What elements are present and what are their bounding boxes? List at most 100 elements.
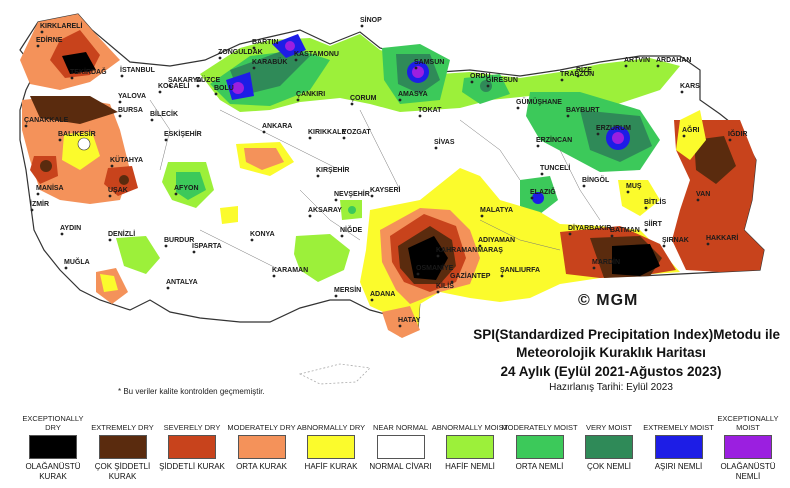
legend-swatch bbox=[446, 435, 494, 459]
city-dot bbox=[536, 144, 540, 148]
city-label: TEKİRDAĞ bbox=[70, 67, 107, 76]
city-label: GİRESUN bbox=[486, 76, 518, 84]
city-dot bbox=[450, 280, 454, 284]
city-label: AKSARAY bbox=[308, 207, 342, 214]
city-label: KIRIKKALE bbox=[308, 129, 346, 136]
city-dot bbox=[706, 242, 710, 246]
city-dot bbox=[582, 184, 586, 188]
city-dot bbox=[682, 134, 686, 138]
city-dot bbox=[680, 90, 684, 94]
city-dot bbox=[164, 138, 168, 142]
city-dot bbox=[262, 130, 266, 134]
city-dot bbox=[626, 190, 630, 194]
city-dot bbox=[196, 84, 200, 88]
city-dot bbox=[36, 192, 40, 196]
city-dot bbox=[214, 92, 218, 96]
city-label: KIRŞEHİR bbox=[316, 166, 349, 174]
legend-item: MODERATELY DRY ORTA KURAK bbox=[223, 412, 301, 472]
city-dot bbox=[478, 244, 482, 248]
city-label: KAYSERİ bbox=[370, 186, 401, 194]
legend-english-label: EXCEPTIONALLY DRY bbox=[22, 414, 84, 432]
city-dot bbox=[64, 266, 68, 270]
legend-item: EXCEPTIONALLY DRY OLAĞANÜSTÜ KURAK bbox=[14, 412, 92, 481]
city-label: TOKAT bbox=[418, 107, 442, 114]
city-dot bbox=[60, 232, 64, 236]
legend-swatch bbox=[237, 435, 286, 459]
city-label: VAN bbox=[696, 191, 710, 198]
city-label: MUĞLA bbox=[64, 257, 90, 266]
city-dot bbox=[158, 90, 162, 94]
legend-item: NEAR NORMAL NORMAL CİVARI bbox=[362, 412, 440, 472]
city-dot bbox=[272, 274, 276, 278]
legend-english-label: ABNORMALLY MOIST bbox=[431, 423, 509, 432]
legend-swatch bbox=[654, 435, 703, 459]
city-dot bbox=[296, 98, 300, 102]
city-label: NİĞDE bbox=[340, 225, 363, 234]
legend-swatch bbox=[376, 435, 425, 459]
city-dot bbox=[370, 298, 374, 302]
city-dot bbox=[308, 214, 312, 218]
city-label: HATAY bbox=[398, 317, 421, 324]
legend-item: ABNORMALLY DRY HAFİF KURAK bbox=[292, 412, 370, 472]
city-dot bbox=[118, 100, 122, 104]
city-dot bbox=[340, 234, 344, 238]
city-label: ESKİŞEHİR bbox=[164, 130, 202, 138]
city-label: DİYARBAKIR bbox=[568, 224, 611, 232]
city-label: YALOVA bbox=[118, 93, 146, 100]
map-title-block: SPI(Standardized Precipitation Index)Met… bbox=[436, 326, 786, 395]
legend-english-label: NEAR NORMAL bbox=[372, 423, 428, 432]
city-dot bbox=[250, 238, 254, 242]
city-label: KASTAMONU bbox=[294, 51, 339, 58]
city-label: MARDİN bbox=[592, 258, 620, 266]
city-dot bbox=[192, 250, 196, 254]
legend-item: SEVERELY DRY ŞİDDETLİ KURAK bbox=[153, 412, 231, 472]
city-label: AFYON bbox=[174, 185, 199, 192]
city-label: ISPARTA bbox=[192, 243, 222, 250]
city-label: TRABZON bbox=[560, 71, 594, 78]
legend-english-label: MODERATELY MOIST bbox=[501, 423, 578, 432]
city-dot bbox=[434, 146, 438, 150]
legend-swatch bbox=[585, 435, 633, 459]
legend-item: EXTREMELY DRY ÇOK ŞİDDETLİ KURAK bbox=[84, 412, 162, 481]
city-label: MERSİN bbox=[334, 286, 361, 294]
city-label: SİNOP bbox=[360, 16, 382, 24]
city-label: KAHRAMANMARAŞ bbox=[436, 247, 503, 254]
city-dot bbox=[218, 56, 222, 60]
city-label: ERZİNCAN bbox=[536, 136, 572, 144]
city-label: DENİZLİ bbox=[108, 230, 135, 238]
legend-turkish-label: OLAĞANÜSTÜ NEMLİ bbox=[720, 462, 776, 481]
city-label: ÇORUM bbox=[350, 95, 377, 102]
city-dot bbox=[592, 266, 596, 270]
city-label: GAZİANTEP bbox=[450, 272, 491, 280]
city-label: ADIYAMAN bbox=[478, 237, 515, 244]
city-label: AĞRI bbox=[682, 125, 700, 134]
city-dot bbox=[414, 66, 418, 70]
city-dot bbox=[644, 228, 648, 232]
city-dot bbox=[662, 244, 666, 248]
legend-item: ABNORMALLY MOIST HAFİF NEMLİ bbox=[431, 412, 509, 472]
legend-turkish-label: OLAĞANÜSTÜ KURAK bbox=[25, 462, 81, 481]
city-label: ARTVİN bbox=[624, 56, 650, 64]
city-label: ERZURUM bbox=[596, 125, 631, 132]
legend-item: VERY MOIST ÇOK NEMLİ bbox=[570, 412, 648, 472]
legend-turkish-label: ORTA KURAK bbox=[236, 462, 287, 471]
city-dot bbox=[30, 208, 34, 212]
city-label: BİNGÖL bbox=[582, 175, 610, 184]
city-dot bbox=[308, 136, 312, 140]
city-label: MANİSA bbox=[36, 184, 64, 192]
legend-swatch bbox=[98, 435, 147, 459]
quality-control-note: * Bu veriler kalite kontrolden geçmemişt… bbox=[118, 387, 265, 396]
legend-swatch bbox=[168, 435, 216, 459]
city-dot bbox=[350, 102, 354, 106]
city-dot bbox=[370, 194, 374, 198]
city-dot bbox=[656, 64, 660, 68]
city-dot bbox=[108, 238, 112, 242]
city-dot bbox=[316, 174, 320, 178]
legend-item: MODERATELY MOIST ORTA NEMLİ bbox=[501, 412, 579, 472]
legend-swatch bbox=[515, 435, 564, 459]
city-label: KONYA bbox=[250, 231, 275, 238]
copyright-label: © MGM bbox=[578, 292, 639, 309]
